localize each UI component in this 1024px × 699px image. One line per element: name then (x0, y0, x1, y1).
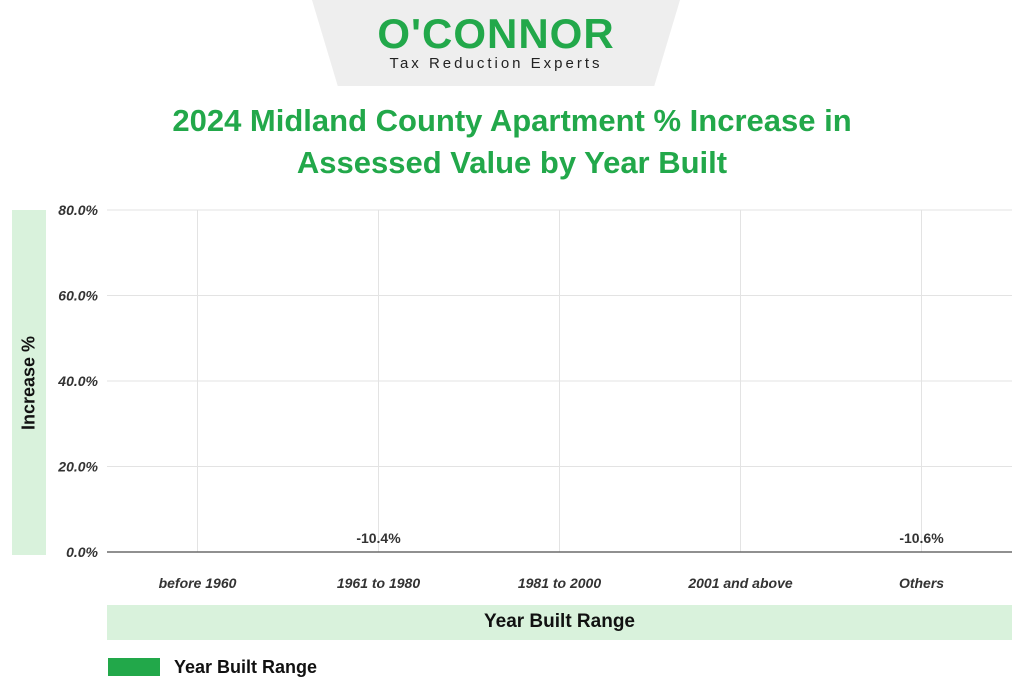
x-tick-label: 1981 to 2000 (518, 575, 601, 591)
data-label: -10.4% (356, 530, 401, 546)
y-tick-label: 0.0% (66, 544, 98, 560)
y-tick-label: 60.0% (58, 288, 98, 304)
chart-title-line-2: Assessed Value by Year Built (296, 145, 728, 180)
x-tick-label: 2001 and above (687, 575, 792, 591)
brand-tagline: Tax Reduction Experts (389, 55, 603, 72)
chart-title-line-1: 2024 Midland County Apartment % Increase… (172, 103, 852, 138)
legend-label: Year Built Range (174, 656, 318, 677)
x-axis-label-band (107, 605, 1012, 640)
data-label: -10.6% (899, 530, 944, 546)
brand-logo: O'CONNOR (377, 10, 615, 57)
legend-swatch (108, 658, 160, 676)
y-tick-label: 20.0% (57, 459, 98, 475)
x-axis-label: Year Built Range (484, 611, 635, 632)
x-tick-label: before 1960 (159, 575, 237, 591)
y-tick-label: 40.0% (57, 373, 98, 389)
chart-title: 2024 Midland County Apartment % Increase… (60, 100, 964, 184)
y-tick-label: 80.0% (58, 202, 98, 218)
legend: Year Built Range (108, 655, 317, 679)
y-axis-label-band (12, 210, 46, 555)
x-tick-label: 1961 to 1980 (337, 575, 420, 591)
x-tick-label: Others (899, 575, 944, 591)
logo-banner (312, 0, 680, 86)
